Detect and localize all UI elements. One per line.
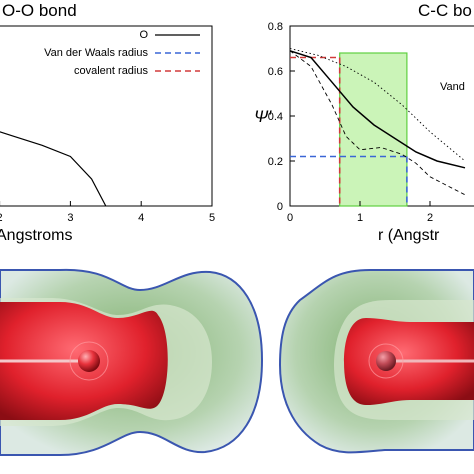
right-y-tick-label: 0.2 bbox=[268, 156, 283, 168]
shaded-radius-band bbox=[339, 52, 408, 207]
right-series-line-2 bbox=[289, 50, 466, 196]
right-chart: C-C bo 0 1 2 0 0.2 0.4 0.6 0.8 Vand Ψ′ r (Angs… bbox=[254, 1, 474, 244]
left-legend: O Van der Waals radius covalent radius bbox=[44, 29, 200, 77]
right-chart-title: C-C bo bbox=[418, 1, 472, 20]
right-series-line-0 bbox=[289, 50, 466, 169]
right-legend-fragment: Vand bbox=[440, 81, 465, 93]
right-x-axis-label: r (Angstr bbox=[378, 227, 440, 244]
carbon-atom bbox=[376, 351, 396, 371]
right-x-tick-label: 2 bbox=[427, 212, 433, 224]
left-x-ticks: 2 3 4 5 bbox=[0, 201, 215, 224]
right-x-ticks: 0 1 2 bbox=[287, 201, 433, 224]
right-x-tick-label: 1 bbox=[357, 212, 363, 224]
right-y-ticks: 0 0.2 0.4 0.6 0.8 bbox=[268, 21, 295, 213]
right-radius-markers bbox=[290, 56, 408, 206]
legend-label-vdw: Van der Waals radius bbox=[44, 47, 148, 59]
left-chart-title: O-O bond bbox=[2, 1, 77, 20]
right-y-tick-label: 0.8 bbox=[268, 21, 283, 33]
cc-atom-halo bbox=[368, 343, 404, 379]
legend-label-covalent: covalent radius bbox=[74, 65, 148, 77]
right-x-tick-label: 0 bbox=[287, 212, 293, 224]
right-series-line-1 bbox=[289, 48, 466, 162]
cc-density-render bbox=[278, 269, 474, 454]
oxygen-atom bbox=[78, 350, 100, 372]
right-y-axis-label: Ψ′ bbox=[254, 107, 272, 126]
left-x-tick-label: 5 bbox=[209, 212, 215, 224]
left-x-axis-label: Angstroms bbox=[0, 227, 72, 244]
left-x-tick-label: 4 bbox=[138, 212, 144, 224]
left-chart: O-O bond O Van der Waals radius covalent… bbox=[0, 1, 215, 244]
right-y-tick-label: 0.6 bbox=[268, 66, 283, 78]
left-plot-frame bbox=[0, 25, 213, 207]
oo-density-render bbox=[0, 268, 264, 456]
left-series-line-0 bbox=[0, 131, 107, 207]
right-y-tick-label: 0.4 bbox=[268, 111, 283, 123]
oo-atom-halo bbox=[69, 341, 109, 381]
right-y-tick-label: 0 bbox=[277, 201, 283, 213]
left-series-group bbox=[0, 131, 107, 207]
left-x-tick-label: 3 bbox=[67, 212, 73, 224]
right-shaded-region bbox=[339, 52, 408, 207]
right-series-group bbox=[289, 48, 466, 196]
left-x-tick-label: 2 bbox=[0, 212, 3, 224]
legend-label-o: O bbox=[139, 29, 148, 41]
